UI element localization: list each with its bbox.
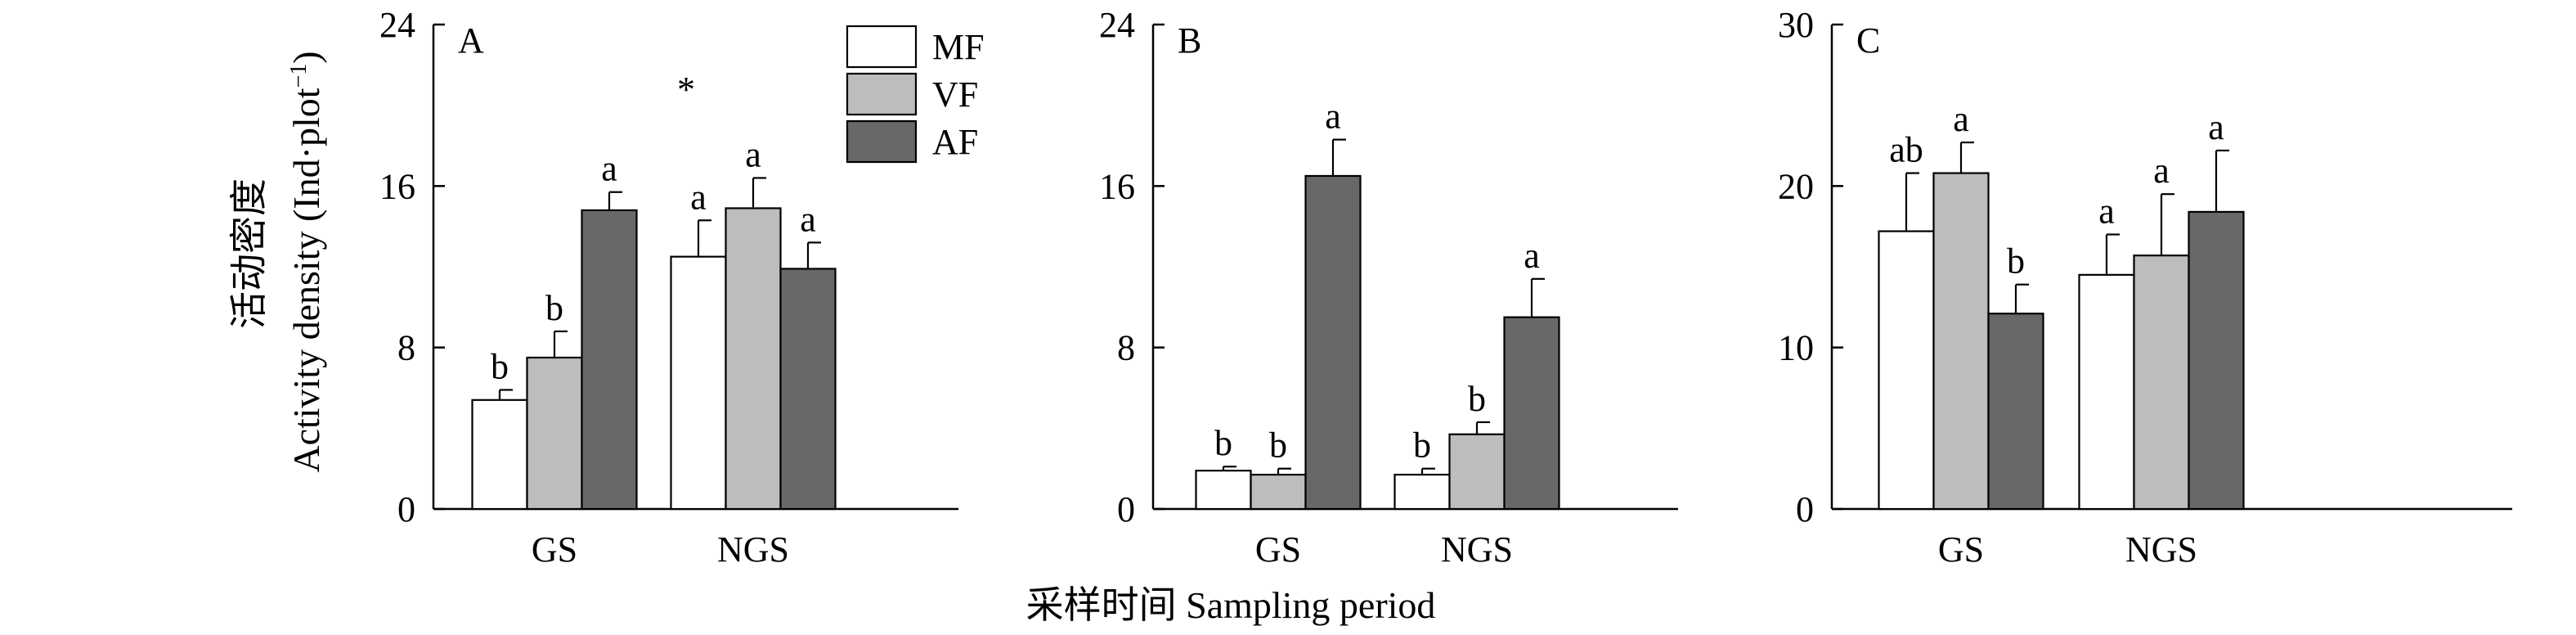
legend-label: VF bbox=[932, 74, 978, 115]
bar-mf bbox=[1393, 473, 1451, 511]
y-tick-label: 16 bbox=[379, 166, 415, 206]
y-tick-label: 30 bbox=[1778, 5, 1814, 45]
x-tick-label: NGS bbox=[2125, 529, 2197, 570]
y-tick-label: 10 bbox=[1778, 328, 1814, 368]
panel-label: C bbox=[1856, 20, 1880, 61]
legend-label: MF bbox=[932, 27, 985, 67]
y-axis-title-en-main: Activity density (Ind·plot bbox=[285, 88, 327, 472]
y-tick-label: 8 bbox=[397, 328, 415, 368]
significance-letter: a bbox=[690, 177, 707, 217]
bar-vf bbox=[1250, 473, 1307, 511]
y-axis-title-close: ) bbox=[285, 51, 327, 63]
significance-letter: a bbox=[2098, 191, 2115, 232]
legend: MF VF AF bbox=[846, 25, 985, 164]
y-axis-title-en: Activity density (Ind·plot−1) bbox=[285, 51, 327, 472]
significance-letter: a bbox=[2208, 107, 2224, 147]
legend-swatch-af bbox=[846, 119, 918, 164]
significance-letter: a bbox=[2153, 151, 2170, 191]
significance-letter: b bbox=[1413, 426, 1431, 466]
legend-swatch-mf bbox=[846, 25, 918, 69]
bar-af bbox=[581, 209, 638, 511]
x-tick-label: GS bbox=[1255, 529, 1301, 570]
y-tick-label: 24 bbox=[379, 5, 415, 45]
y-tick-label: 16 bbox=[1099, 166, 1135, 206]
y-tick-label: 0 bbox=[1796, 489, 1814, 529]
y-axis-title-cn: 活动密度 bbox=[228, 178, 270, 329]
x-tick-label: NGS bbox=[717, 529, 789, 570]
y-axis-title-unit-sup: −1 bbox=[286, 64, 312, 88]
significance-letter: b bbox=[491, 346, 509, 386]
bar-af bbox=[1304, 174, 1362, 511]
bar-vf bbox=[1448, 433, 1506, 511]
bar-mf bbox=[2078, 273, 2135, 511]
significance-letter: ab bbox=[1889, 130, 1923, 170]
bar-af bbox=[1987, 313, 2044, 511]
significance-letter: a bbox=[1953, 99, 1969, 139]
bar-mf bbox=[471, 399, 528, 511]
significance-letter: b bbox=[1214, 423, 1232, 463]
significance-letter: b bbox=[1468, 379, 1486, 419]
bar-af bbox=[1503, 316, 1560, 511]
significance-letter: b bbox=[545, 288, 563, 328]
significance-letter: a bbox=[1524, 236, 1540, 276]
bar-mf bbox=[1878, 230, 1935, 511]
significance-letter: a bbox=[601, 149, 617, 189]
bar-vf bbox=[725, 207, 782, 511]
x-tick-label: GS bbox=[532, 529, 577, 570]
x-tick-label: NGS bbox=[1441, 529, 1513, 570]
y-tick-label: 0 bbox=[397, 489, 415, 529]
legend-swatch-vf bbox=[846, 72, 918, 116]
significance-letter: a bbox=[745, 134, 761, 174]
y-tick-label: 20 bbox=[1778, 166, 1814, 206]
bar-mf bbox=[1195, 470, 1252, 511]
significance-letter: b bbox=[1269, 426, 1287, 466]
significance-letter: a bbox=[1325, 97, 1341, 137]
bar-vf bbox=[2133, 254, 2190, 511]
significance-letter: a bbox=[800, 199, 816, 239]
x-tick-label: GS bbox=[1938, 529, 1984, 570]
legend-label: AF bbox=[932, 122, 978, 162]
panel-label: B bbox=[1178, 20, 1201, 61]
bar-af bbox=[2188, 210, 2245, 511]
significance-letter: b bbox=[2007, 241, 2025, 281]
bar-vf bbox=[526, 356, 583, 511]
y-tick-label: 24 bbox=[1099, 5, 1135, 45]
y-axis-title: 活动密度 Activity density (Ind·plot−1) bbox=[228, 51, 327, 472]
panel-label: A bbox=[458, 20, 484, 61]
significance-mark: * bbox=[677, 70, 695, 110]
y-tick-label: 0 bbox=[1117, 489, 1135, 529]
bar-af bbox=[779, 268, 837, 511]
bar-vf bbox=[1932, 172, 1990, 511]
y-tick-label: 8 bbox=[1117, 328, 1135, 368]
x-axis-title: 采样时间 Sampling period bbox=[1026, 584, 1436, 626]
bar-mf bbox=[670, 255, 727, 511]
